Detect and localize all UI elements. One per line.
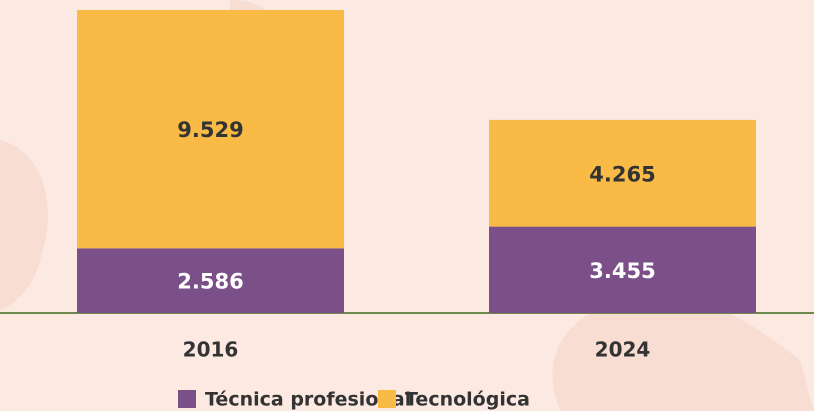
value-label: 2.586: [177, 270, 243, 294]
legend-label: Tecnológica: [405, 389, 530, 411]
legend-swatch: [178, 390, 196, 408]
value-label: 9.529: [177, 118, 243, 142]
x-tick-label: 2024: [595, 338, 651, 362]
chart: 2.5869.52920163.4554.2652024Técnica prof…: [0, 0, 814, 411]
x-tick-label: 2016: [183, 338, 239, 362]
legend-swatch: [378, 390, 396, 408]
value-label: 3.455: [589, 259, 655, 283]
value-label: 4.265: [589, 162, 655, 186]
